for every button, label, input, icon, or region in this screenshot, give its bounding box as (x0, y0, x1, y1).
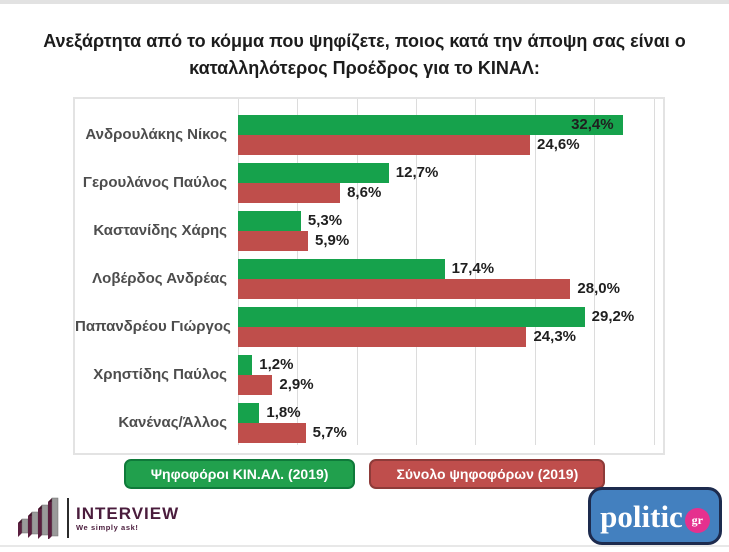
bar-kinal-voters (238, 307, 585, 327)
bottom-divider (0, 545, 729, 547)
bar-value-label: 24,6% (537, 136, 580, 153)
bar-value-label: 5,3% (307, 212, 343, 229)
bar-all-voters (238, 231, 309, 251)
gridline (653, 99, 655, 445)
bar-value-label: 1,2% (259, 356, 294, 373)
chart-legend: Ψηφοφόροι ΚΙΝ.ΑΛ. (2019) Σύνολο ψηφοφόρω… (0, 459, 729, 489)
politic-gr-badge: gr (684, 508, 710, 533)
bar-all-voters (238, 183, 341, 203)
bar-value-label: 32,4% (571, 116, 614, 133)
category-label: Παπανδρέου Γιώργος (75, 318, 231, 335)
bar-value-label: 5,7% (312, 424, 347, 441)
category-label: Καστανίδης Χάρης (93, 222, 227, 239)
bar-value-label: 1,8% (266, 404, 301, 421)
bar-value-label: 24,3% (533, 328, 577, 345)
logo-divider (67, 498, 69, 538)
bar-value-label: 8,6% (347, 184, 382, 201)
bar-kinal-voters (238, 211, 301, 231)
bar-row: 1,2% 2,9% (238, 355, 663, 395)
bar-row: 29,2% 24,3% (238, 307, 663, 347)
bar-value-label: 5,9% (315, 232, 350, 249)
bar-row: 12,7% 8,6% (238, 163, 663, 203)
interview-tagline: We simply ask! (76, 522, 139, 532)
bar-chart-3d-icon (18, 497, 59, 539)
category-labels: Ανδρουλάκης Νίκος Γερουλάνος Παύλος Κασταν… (75, 99, 235, 453)
bar-value-label: 12,7% (395, 164, 439, 181)
bar-all-voters (238, 423, 306, 443)
bar-row: 32,4% 24,6% (238, 115, 663, 155)
gridline (594, 99, 596, 445)
plot-area: 32,4% 24,6% 12,7% 8,6% 5,3% 5,9% 17,4% 28,0% 29,… (238, 99, 663, 453)
bar-kinal-voters (238, 115, 623, 135)
category-label: Λοβέρδος Ανδρέας (92, 270, 227, 287)
politic-wordmark: politic (600, 498, 683, 534)
bar-kinal-voters (238, 403, 260, 423)
bar-row: 5,3% 5,9% (238, 211, 663, 251)
bar-kinal-voters (238, 163, 389, 183)
bar-all-voters (238, 327, 527, 347)
bar-row: 17,4% 28,0% (238, 259, 663, 299)
top-divider (0, 0, 729, 4)
category-label: Γερουλάνος Παύλος (82, 174, 227, 191)
chart-title: Ανεξάρτητα από το κόμμα που ψηφίζετε, πο… (43, 31, 686, 78)
bar-value-label: 29,2% (591, 308, 635, 325)
bar-kinal-voters (238, 259, 445, 279)
bar-all-voters (238, 375, 273, 395)
gridline (475, 99, 477, 445)
bar-value-label: 2,9% (279, 376, 314, 393)
bar-chart: Ανδρουλάκης Νίκος Γερουλάνος Παύλος Κασταν… (73, 97, 665, 455)
bar-all-voters (238, 279, 571, 299)
bar-value-label: 28,0% (577, 280, 620, 297)
bar-kinal-voters (238, 355, 253, 375)
category-label: Χρηστίδης Παύλος (93, 366, 227, 383)
bar-all-voters (238, 135, 531, 155)
legend-pill-all-voters: Σύνολο ψηφοφόρων (2019) (369, 459, 606, 489)
politic-logo: politic gr (588, 487, 722, 545)
category-label: Κανένας/Άλλος (118, 414, 227, 431)
category-label: Ανδρουλάκης Νίκος (85, 126, 227, 143)
legend-pill-kinal-voters: Ψηφοφόροι ΚΙΝ.ΑΛ. (2019) (123, 459, 356, 489)
bar-value-label: 17,4% (451, 260, 495, 277)
gridline (534, 99, 536, 445)
bar-row: 1,8% 5,7% (238, 403, 663, 443)
interview-logo: INTERVIEW We simply ask! (14, 497, 179, 539)
interview-wordmark: INTERVIEW (76, 503, 180, 523)
